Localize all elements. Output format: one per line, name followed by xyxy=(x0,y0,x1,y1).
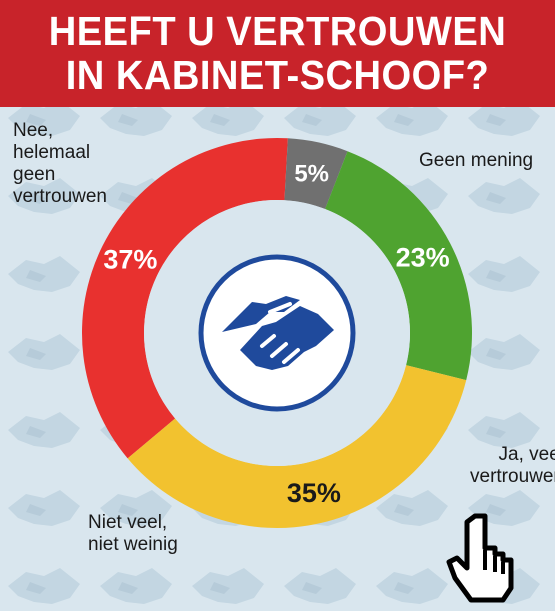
hand-pointer-icon xyxy=(446,513,514,603)
page-title-line-1: HEEFT U VERTROUWEN xyxy=(48,8,507,54)
value-label-ja: 23% xyxy=(396,243,450,273)
donut-slice-niet-veel xyxy=(127,365,467,529)
value-label-niet-veel: 35% xyxy=(287,478,341,508)
slice-label-niet-veel: Niet veel, niet weinig xyxy=(88,512,178,555)
donut-slice-nee xyxy=(81,138,288,459)
value-label-nee: 37% xyxy=(103,245,157,275)
page-title-line-2: IN KABINET-SCHOOF? xyxy=(65,52,490,98)
header-banner: HEEFT U VERTROUWEN IN KABINET-SCHOOF? xyxy=(0,0,555,107)
donut-slice-geen-mening xyxy=(284,138,348,210)
handshake-icon xyxy=(198,254,356,412)
value-label-geen-mening: 5% xyxy=(294,161,329,188)
donut-slice-ja xyxy=(325,151,472,381)
slice-label-ja: Ja, veel vertrouwen xyxy=(470,444,555,487)
slice-label-nee: Nee, helemaal geen vertrouwen xyxy=(13,120,107,207)
slice-label-geen-mening: Geen mening xyxy=(419,150,534,171)
